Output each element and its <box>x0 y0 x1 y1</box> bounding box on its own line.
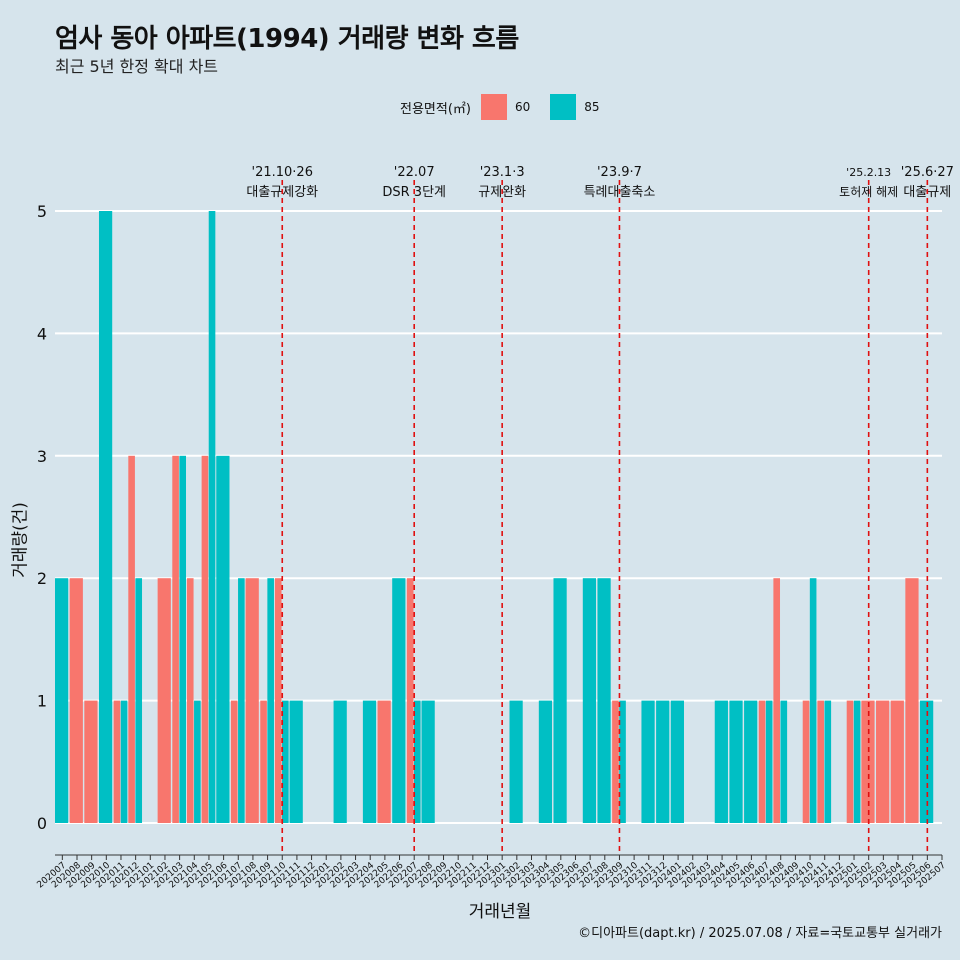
bar-60-202105 <box>201 455 209 823</box>
bar-85-202410 <box>809 578 817 823</box>
y-tick-label: 0 <box>37 814 47 833</box>
bar-85-202307 <box>582 578 597 823</box>
bar-85-202308 <box>597 578 611 823</box>
event-date-label: '21.10·26 <box>252 165 313 180</box>
event-date-label: '25.6·27 <box>901 165 954 180</box>
event-name-label: 대출규제강화 <box>246 185 318 200</box>
bar-60-202207 <box>406 578 414 823</box>
bar-85-202010 <box>98 211 113 823</box>
event-date-label: '23.1·3 <box>480 165 525 180</box>
bar-60-202504 <box>890 700 904 823</box>
event-date-label: '22.07 <box>394 165 435 180</box>
source-caption: ©디아파트(dapt.kr) / 2025.07.08 / 자료=국토교통부 실… <box>578 926 942 941</box>
bar-60-202505 <box>905 578 919 823</box>
bar-60-202108 <box>245 578 259 823</box>
bar-85-202411 <box>824 700 832 823</box>
bar-85-202202 <box>333 700 347 823</box>
event-name-label: 특례대출축소 <box>584 185 656 200</box>
y-tick-label: 4 <box>37 324 47 343</box>
bar-60-202103 <box>172 455 179 823</box>
bar-85-202208 <box>421 700 435 823</box>
bar-85-202506 <box>920 700 934 823</box>
bar-85-202109 <box>267 578 274 823</box>
event-date-label: '23.9·7 <box>597 165 642 180</box>
bar-85-202305 <box>553 578 567 823</box>
bar-85-202404 <box>714 700 728 823</box>
bar-60-202012 <box>128 455 135 823</box>
bar-60-202110 <box>274 578 282 823</box>
legend-title: 전용면적(㎡) <box>400 101 471 117</box>
bar-85-202408 <box>780 700 788 823</box>
bar-85-202207 <box>413 700 421 823</box>
bar-85-202311 <box>641 700 655 823</box>
bar-60-202407 <box>758 700 766 823</box>
bar-85-202501 <box>853 700 861 823</box>
y-tick-label: 3 <box>37 447 47 466</box>
legend-key-60 <box>480 94 507 120</box>
legend-label-85: 85 <box>584 100 600 114</box>
event-name-label: 토허제 해제 <box>839 185 898 199</box>
event-name-label: 규제완화 <box>478 185 526 200</box>
bar-60-202011 <box>113 700 121 823</box>
bar-60-202408 <box>773 578 781 823</box>
bar-85-202206 <box>392 578 406 823</box>
bar-85-202309 <box>619 700 626 823</box>
legend: 전용면적(㎡) 60 85 <box>400 93 620 121</box>
bar-60-202102 <box>157 578 171 823</box>
bar-60-202309 <box>612 700 619 823</box>
bar-85-202012 <box>135 578 143 823</box>
bar-60-202410 <box>802 700 810 823</box>
bar-85-202405 <box>729 700 743 823</box>
bar-85-202312 <box>656 700 670 823</box>
bar-85-202407 <box>765 700 773 823</box>
bar-85-202111 <box>289 700 303 823</box>
event-date-label: '25.2.13 <box>846 166 891 179</box>
bar-60-202107 <box>230 700 238 823</box>
bar-85-202011 <box>120 700 128 823</box>
bar-60-202109 <box>260 700 267 823</box>
y-tick-label: 2 <box>37 569 47 588</box>
bar-85-202406 <box>744 700 758 823</box>
bar-60-202205 <box>377 700 391 823</box>
chart-title: 엄사 동아 아파트(1994) 거래량 변화 흐름 <box>55 24 519 54</box>
x-axis-label: 거래년월 <box>468 902 532 922</box>
y-tick-label: 1 <box>37 692 47 711</box>
bar-60-202503 <box>876 700 890 823</box>
event-name-label: DSR 3단계 <box>382 185 446 200</box>
bar-85-202106 <box>216 455 230 823</box>
y-tick-label: 5 <box>37 202 47 221</box>
bar-85-202107 <box>238 578 245 823</box>
bar-85-202103 <box>179 455 187 823</box>
event-name-label: 대출규제 <box>903 185 951 200</box>
chart-subtitle: 최근 5년 한정 확대 차트 <box>55 57 219 76</box>
legend-key-85 <box>550 94 577 120</box>
bar-60-202502 <box>861 700 875 823</box>
bar-60-202009 <box>84 700 98 823</box>
bar-85-202401 <box>670 700 684 823</box>
legend-label-60: 60 <box>514 100 531 114</box>
bar-85-202104 <box>194 700 201 823</box>
bar-85-202105 <box>208 211 216 823</box>
bar-60-202104 <box>186 578 194 823</box>
bar-60-202008 <box>69 578 83 823</box>
bar-60-202411 <box>817 700 824 823</box>
bar-60-202501 <box>846 700 854 823</box>
bar-85-202110 <box>282 700 289 823</box>
bar-85-202304 <box>538 700 553 823</box>
bar-85-202302 <box>509 700 523 823</box>
bar-85-202007 <box>55 578 69 823</box>
bar-85-202204 <box>362 700 377 823</box>
